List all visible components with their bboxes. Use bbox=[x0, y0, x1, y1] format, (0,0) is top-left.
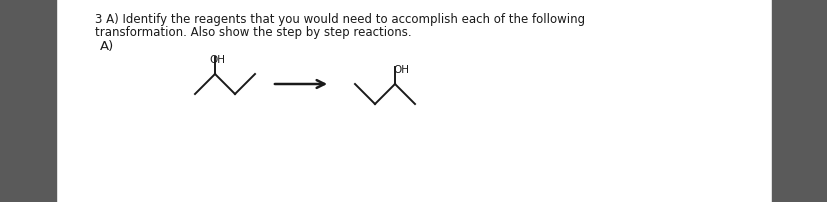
Text: A): A) bbox=[100, 40, 114, 53]
Text: OH: OH bbox=[393, 65, 409, 75]
Text: OH: OH bbox=[208, 55, 225, 65]
Text: 3 A) Identify the reagents that you would need to accomplish each of the followi: 3 A) Identify the reagents that you woul… bbox=[95, 13, 585, 26]
Text: transformation. Also show the step by step reactions.: transformation. Also show the step by st… bbox=[95, 26, 411, 39]
